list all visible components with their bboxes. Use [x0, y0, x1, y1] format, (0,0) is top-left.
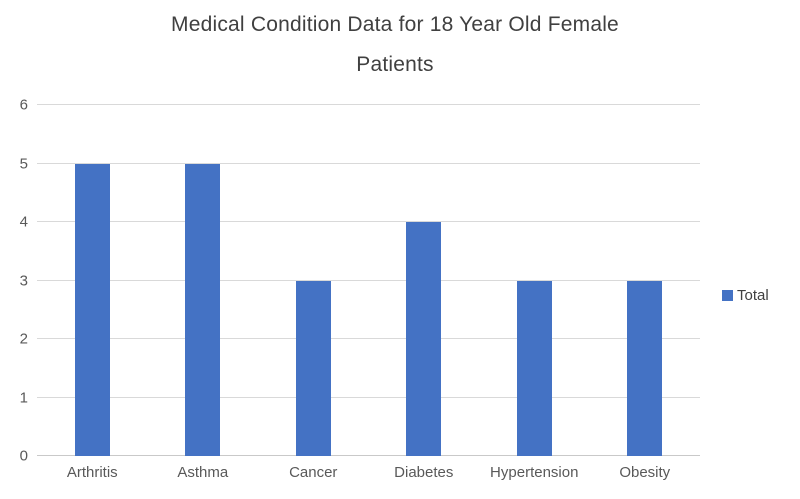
bar-arthritis	[74, 163, 110, 456]
gridline	[37, 279, 700, 281]
x-axis-label: Arthritis	[66, 464, 118, 481]
x-axis-label: Asthma	[177, 464, 229, 481]
gridline	[37, 162, 700, 164]
y-tick-label: 6	[19, 96, 28, 114]
gridline	[37, 104, 700, 105]
y-tick-label: 1	[19, 389, 28, 406]
bar-cancer	[295, 280, 331, 456]
bar-hypertension	[516, 280, 552, 456]
legend: Total	[722, 287, 769, 304]
bar-obesity	[627, 280, 663, 456]
chart-title-line-2: Patients	[356, 53, 434, 76]
y-tick-label: 5	[19, 155, 28, 172]
x-axis-label: Cancer	[289, 464, 338, 481]
chart-title-line-1: Medical Condition Data for 18 Year Old F…	[171, 13, 619, 36]
y-axis: 0 1 2 3 4 5 6	[0, 97, 28, 465]
x-axis-label: Diabetes	[394, 464, 454, 481]
gridline	[37, 396, 700, 398]
y-tick-label: 0	[19, 447, 28, 465]
legend-swatch-icon	[722, 290, 733, 301]
gridline	[37, 221, 700, 222]
plot-area	[37, 104, 700, 456]
gridline	[37, 338, 700, 339]
y-tick-label: 2	[19, 330, 28, 348]
bar-asthma	[185, 163, 221, 456]
chart-title: Medical Condition Data for 18 Year Old F…	[95, 5, 695, 85]
y-tick-label: 4	[19, 213, 28, 231]
bar-diabetes	[406, 222, 442, 456]
x-axis: Arthritis Asthma Cancer Diabetes Hypertensio…	[37, 464, 700, 486]
x-axis-line	[37, 455, 700, 456]
y-tick-label: 3	[19, 272, 28, 289]
x-axis-label: Obesity	[619, 464, 671, 481]
x-axis-label: Hypertension	[490, 464, 579, 481]
legend-label: Total	[737, 287, 769, 304]
